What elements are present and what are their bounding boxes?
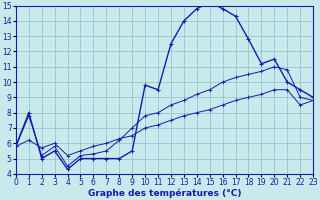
X-axis label: Graphe des températures (°C): Graphe des températures (°C): [88, 188, 241, 198]
